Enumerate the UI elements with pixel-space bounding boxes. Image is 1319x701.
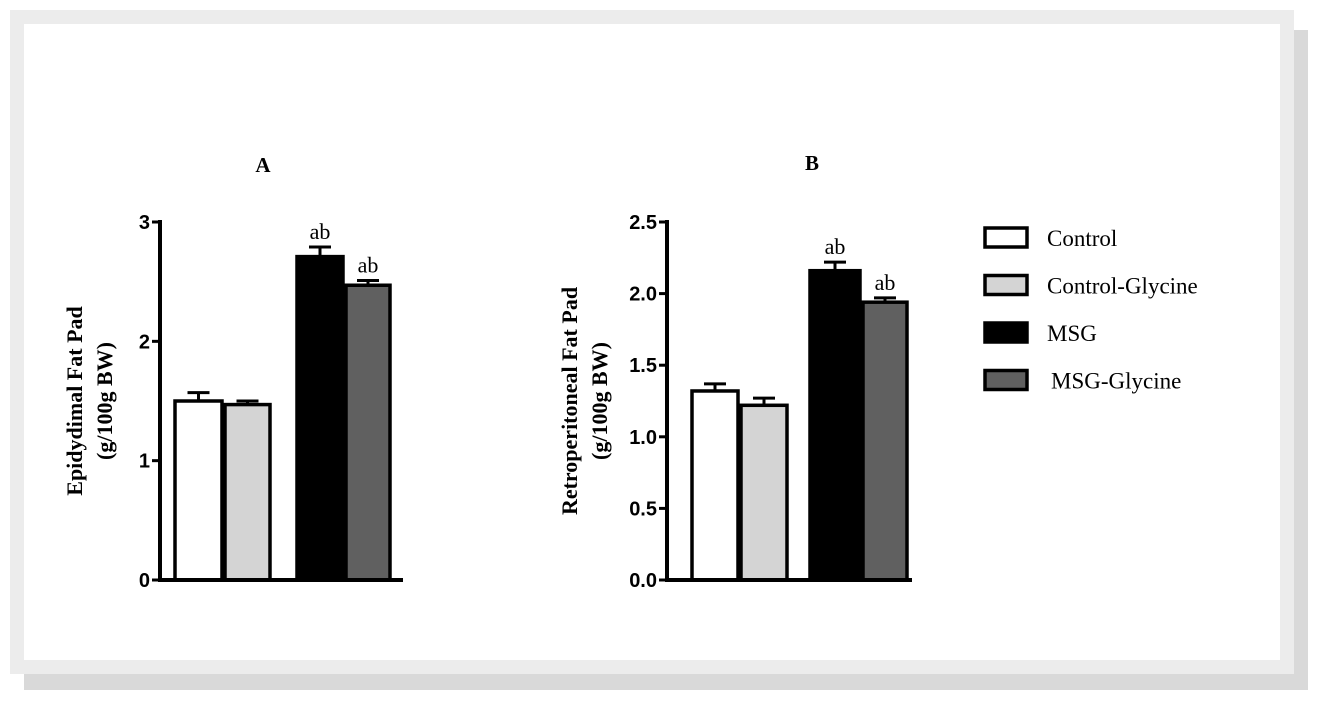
chart-b-title: B — [805, 151, 819, 175]
chart-a: ab ab 0 1 2 3 — [139, 212, 403, 592]
significance-label: ab — [310, 219, 331, 244]
legend-swatch — [983, 368, 1029, 392]
bar-msg — [295, 254, 345, 582]
y-tick-label: 1.0 — [629, 427, 657, 449]
bar-msg — [808, 268, 862, 582]
y-tick-label: 0.5 — [629, 498, 657, 520]
y-tick-label: 1 — [139, 451, 150, 473]
chart-a-ylabel-line1: Epidydimal Fat Pad — [62, 306, 87, 495]
legend-label: Control-Glycine — [1047, 274, 1198, 299]
y-tick-label: 1.5 — [629, 355, 657, 377]
legend: Control Control-Glycine MSG MSG-Glycine — [983, 226, 1198, 394]
bar-control — [173, 399, 224, 582]
bar-control-glycine — [223, 402, 272, 582]
bar-msg-glycine — [344, 283, 392, 582]
y-tick-label: 3 — [139, 212, 150, 234]
chart-b-ylabel-line2: (g/100g BW) — [587, 342, 612, 460]
chart-a-title: A — [255, 153, 271, 177]
legend-swatch — [983, 273, 1029, 297]
significance-label: ab — [875, 270, 896, 295]
y-tick-label: 0 — [139, 570, 150, 592]
bar-msg-glycine — [861, 300, 909, 582]
legend-swatch — [983, 226, 1029, 249]
y-tick-label: 2 — [139, 331, 150, 353]
significance-label: ab — [358, 252, 379, 277]
chart-a-ylabel-line2: (g/100g BW) — [92, 342, 117, 460]
legend-label: Control — [1047, 226, 1117, 251]
y-tick-label: 2.0 — [629, 284, 657, 306]
bar-control-glycine — [739, 403, 789, 582]
legend-label: MSG-Glycine — [1051, 369, 1181, 394]
y-tick-label: 2.5 — [629, 212, 657, 234]
y-tick-label: 0.0 — [629, 570, 657, 592]
legend-swatch — [983, 321, 1029, 344]
legend-label: MSG — [1047, 321, 1097, 346]
chart-b-ylabel-line1: Retroperitoneal Fat Pad — [557, 287, 582, 515]
bar-control — [690, 389, 740, 582]
chart-b: ab ab 0.0 0.5 1.0 1.5 2.0 2.5 — [629, 212, 912, 592]
significance-label: ab — [825, 234, 846, 259]
